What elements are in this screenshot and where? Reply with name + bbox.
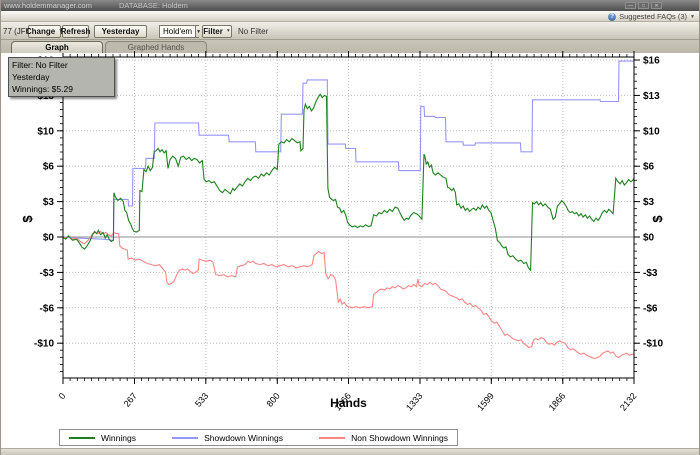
- chart-tooltip: Filter: No Filter Yesterday Winnings: $5…: [8, 57, 115, 97]
- svg-text:$16: $16: [643, 56, 660, 67]
- close-button[interactable]: ✕: [651, 2, 662, 9]
- svg-text:-$3: -$3: [643, 268, 658, 279]
- chevron-down-icon: ▼: [58, 28, 64, 34]
- tab-graphed-hands[interactable]: Graphed Hands: [105, 41, 207, 53]
- svg-text:$13: $13: [643, 91, 660, 102]
- game-type-select[interactable]: Hold'em ▼: [159, 25, 202, 38]
- maximize-button[interactable]: □: [638, 2, 649, 9]
- svg-text:-$10: -$10: [643, 339, 663, 350]
- svg-text:-$6: -$6: [40, 303, 55, 314]
- svg-text:533: 533: [193, 391, 210, 409]
- toolbar: 77 (JFK) Change ▼ Refresh Yesterday Hold…: [1, 22, 699, 40]
- graph-panel: [1, 53, 699, 455]
- filter-status: No Filter: [238, 27, 269, 36]
- legend-label: Winnings: [101, 432, 136, 443]
- legend-item-showdown-winnings: Showdown Winnings: [172, 433, 283, 443]
- tooltip-filter-line: Filter: No Filter: [12, 60, 68, 70]
- tab-bar: Graph Graphed Hands: [1, 40, 699, 53]
- svg-text:-$3: -$3: [40, 268, 55, 279]
- svg-text:$6: $6: [43, 162, 55, 173]
- svg-text:Hands: Hands: [330, 396, 367, 410]
- legend-line-swatch: [69, 436, 95, 439]
- legend-line-swatch: [172, 436, 199, 439]
- svg-text:$0: $0: [643, 233, 655, 244]
- svg-text:1599: 1599: [475, 391, 496, 413]
- refresh-button[interactable]: Refresh: [60, 25, 91, 38]
- site-title: www.holdemmanager.com: [4, 1, 92, 10]
- svg-text:$10: $10: [37, 126, 54, 137]
- chevron-down-icon: ▼: [225, 28, 231, 34]
- minimize-button[interactable]: —: [625, 2, 636, 9]
- chevron-down-icon: ▼: [690, 13, 695, 20]
- legend-item-winnings: Winnings: [69, 433, 136, 443]
- svg-text:1333: 1333: [404, 391, 425, 413]
- tooltip-winnings-line: Winnings: $5.29: [12, 84, 73, 94]
- svg-text:1866: 1866: [547, 391, 568, 413]
- svg-text:2132: 2132: [618, 391, 639, 413]
- filter-button[interactable]: Filter ▼: [202, 25, 232, 38]
- chevron-down-icon[interactable]: ▼: [195, 26, 202, 37]
- question-circle-icon: ?: [608, 12, 617, 21]
- svg-text:$10: $10: [643, 126, 660, 137]
- svg-text:-$6: -$6: [643, 303, 658, 314]
- svg-text:800: 800: [265, 391, 282, 409]
- legend-label: Non Showdown Winnings: [351, 432, 448, 443]
- change-button[interactable]: Change ▼: [25, 25, 64, 38]
- svg-text:0: 0: [57, 391, 68, 401]
- legend-item-non-showdown-winnings: Non Showdown Winnings: [319, 433, 448, 443]
- svg-text:-$10: -$10: [34, 339, 54, 350]
- svg-text:$0: $0: [43, 233, 55, 244]
- chart-legend: Winnings Showdown Winnings Non Showdown Wi…: [59, 429, 458, 446]
- svg-text:267: 267: [122, 391, 139, 409]
- legend-label: Showdown Winnings: [204, 432, 283, 443]
- svg-text:$3: $3: [643, 197, 655, 208]
- yesterday-button[interactable]: Yesterday: [94, 25, 147, 38]
- window-controls: — □ ✕: [625, 2, 662, 9]
- title-bar: www.holdemmanager.com DATABASE: Holdem —…: [1, 0, 699, 11]
- faq-bar: ? Suggested FAQs (3) ▼: [1, 11, 699, 22]
- bottom-strip: [1, 448, 699, 455]
- player-label: 77 (JFK): [3, 27, 34, 36]
- game-type-value: Hold'em: [163, 27, 193, 36]
- database-label: DATABASE: Holdem: [119, 1, 188, 10]
- tab-graph[interactable]: Graph: [11, 41, 103, 53]
- svg-text:$3: $3: [43, 197, 55, 208]
- suggested-faqs-button[interactable]: ? Suggested FAQs (3) ▼: [608, 12, 695, 21]
- svg-text:$: $: [650, 215, 665, 223]
- tooltip-period-line: Yesterday: [12, 72, 50, 82]
- suggested-faqs-label: Suggested FAQs (3): [619, 12, 688, 21]
- svg-text:$: $: [20, 215, 35, 223]
- svg-text:$6: $6: [643, 162, 655, 173]
- legend-line-swatch: [319, 436, 346, 439]
